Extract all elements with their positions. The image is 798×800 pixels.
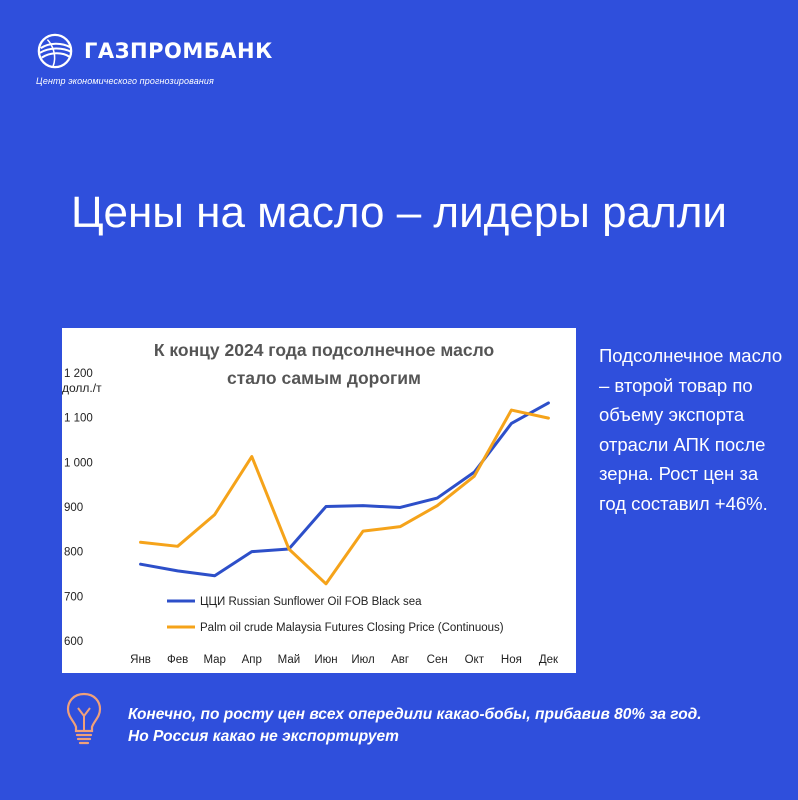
page-title: Цены на масло – лидеры ралли [70,188,728,237]
series-line-2 [139,408,550,586]
lightbulb-icon [66,692,102,745]
price-line-chart: К концу 2024 года подсолнечное масло ста… [62,340,559,666]
y-tick-label: 700 [64,591,83,603]
y-tick-label: 1 000 [64,457,93,469]
series-line-1 [139,401,550,578]
legend-label: Palm oil crude Malaysia Futures Closing … [200,622,504,634]
x-tick-label: Ноя [501,654,522,666]
y-tick-label: 900 [64,502,83,514]
chart-title-line2: стало самым дорогим [227,368,421,388]
x-tick-label: Май [278,654,301,666]
x-tick-label: Фев [167,654,188,666]
x-tick-label: Июн [314,654,337,666]
chart-legend: ЦЦИ Russian Sunflower Oil FOB Black sea P… [167,596,504,634]
chart-title-line1: К концу 2024 года подсолнечное масло [154,340,494,360]
x-tick-label: Сен [427,654,448,666]
footer-text: Конечно, по росту цен всех опередили как… [128,704,798,748]
globe-logo-icon [37,33,73,69]
x-tick-label: Янв [130,654,151,666]
y-tick-label: 1 100 [64,413,93,425]
x-tick-label: Апр [242,654,262,666]
x-tick-label: Дек [539,654,559,666]
y-tick-label: 1 200 [64,368,93,380]
chart-card: К концу 2024 года подсолнечное масло ста… [62,328,576,673]
y-axis-label: долл./т [62,381,102,395]
logo-row: ГАЗПРОМБАНК [36,32,273,70]
legend-label: ЦЦИ Russian Sunflower Oil FOB Black sea [200,596,422,608]
y-tick-label: 600 [64,636,83,648]
series-lines [139,401,550,586]
x-tick-label: Июл [351,654,374,666]
x-tick-label: Окт [465,654,485,666]
brand-tagline: Центр экономического прогнозирования [36,76,214,86]
brand-header: ГАЗПРОМБАНК Центр экономического прогноз… [36,32,273,86]
footer-line-1: Конечно, по росту цен всех опередили как… [128,706,702,723]
y-tick-labels: 600 700 800 900 1 000 1 100 1 200 [64,368,93,648]
x-tick-label: Авг [391,654,409,666]
footer-line-2: Но Россия какао не экспортирует [128,728,399,745]
x-tick-label: Мар [203,654,226,666]
side-note: Подсолнечное масло – второй товар по объ… [599,345,783,514]
x-tick-labels: Янв Фев Мар Апр Май Июн Июл Авг Сен Окт Ноя Дек [130,654,559,666]
y-tick-label: 800 [64,547,83,559]
brand-name: ГАЗПРОМБАНК [84,39,273,63]
